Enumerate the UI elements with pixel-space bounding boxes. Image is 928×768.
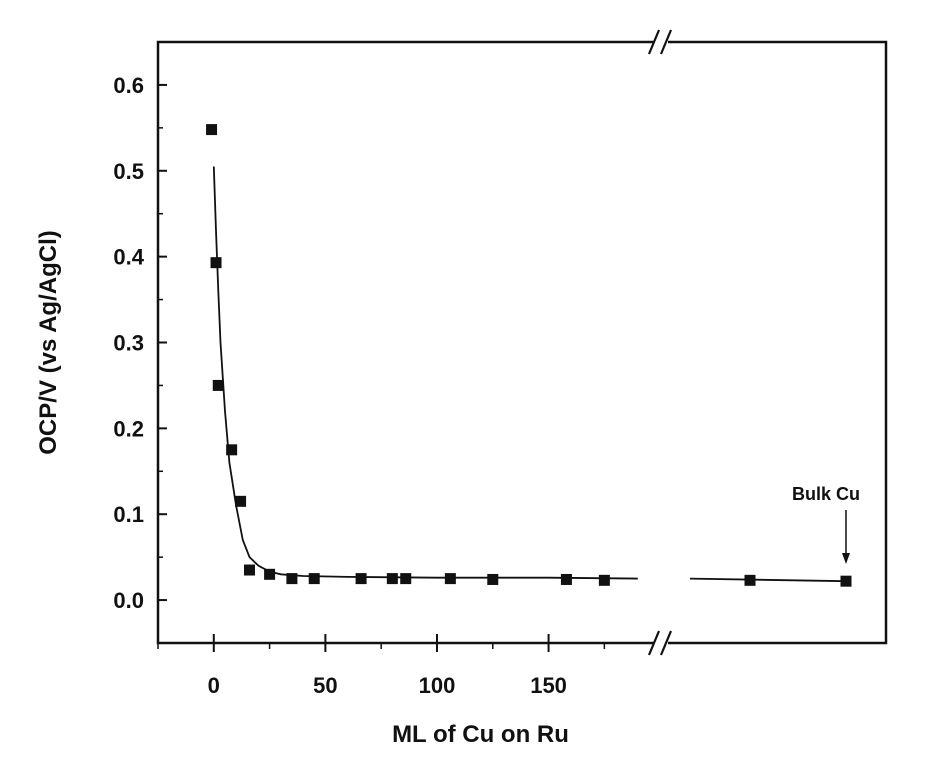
data-point xyxy=(355,573,367,585)
data-point xyxy=(386,573,398,585)
data-point xyxy=(210,257,222,269)
y-tick-label: 0.1 xyxy=(113,502,144,527)
x-tick-label: 50 xyxy=(313,673,337,698)
fit-curve xyxy=(212,166,638,580)
data-point xyxy=(400,573,412,585)
bulk-cu-arrowhead xyxy=(842,553,850,564)
y-tick-label: 0.0 xyxy=(113,588,144,613)
axis-break-gap xyxy=(654,38,668,46)
axis-break-slash xyxy=(647,630,661,656)
data-points-group xyxy=(206,124,852,587)
axis-break-group xyxy=(647,29,673,656)
axis-break-slash xyxy=(659,29,673,55)
data-point xyxy=(244,564,256,576)
x-tick-label: 100 xyxy=(419,673,456,698)
axis-break-gap xyxy=(654,639,668,647)
data-point xyxy=(487,573,499,585)
data-point xyxy=(264,568,276,580)
data-point xyxy=(308,573,320,585)
bulk-cu-point xyxy=(840,575,852,587)
annotation-group: Bulk Cu xyxy=(792,484,860,564)
fit-curve-after-break xyxy=(689,577,847,583)
data-point xyxy=(235,495,247,507)
x-axis-title: ML of Cu on Ru xyxy=(392,721,569,748)
fit-curve-group xyxy=(212,166,847,583)
y-tick-label: 0.5 xyxy=(113,159,144,184)
y-tick-label: 0.3 xyxy=(113,331,144,356)
y-axis-title: OCP/V (vs Ag/AgCl) xyxy=(35,230,62,454)
data-point xyxy=(444,573,456,585)
y-axis-ticks: 0.0 0.1 0.2 0.3 0.4 0.5 0.6 xyxy=(113,41,167,644)
x-axis-ticks: 0 50 100 150 xyxy=(157,634,606,698)
data-point xyxy=(744,574,756,586)
y-tick-label: 0.2 xyxy=(113,416,144,441)
data-point xyxy=(226,444,238,456)
x-tick-label: 0 xyxy=(208,673,220,698)
plot-border xyxy=(156,40,888,645)
axis-break-slash xyxy=(647,29,661,55)
data-point xyxy=(212,379,224,391)
axis-break-slash xyxy=(659,630,673,656)
data-point xyxy=(598,574,610,586)
plot-frame xyxy=(156,40,888,645)
x-tick-label: 150 xyxy=(530,673,567,698)
y-tick-label: 0.4 xyxy=(113,245,144,270)
data-point xyxy=(560,573,572,585)
data-point xyxy=(206,124,218,136)
y-tick-label: 0.6 xyxy=(113,73,144,98)
bulk-cu-label: Bulk Cu xyxy=(792,484,860,504)
data-point xyxy=(286,573,298,585)
